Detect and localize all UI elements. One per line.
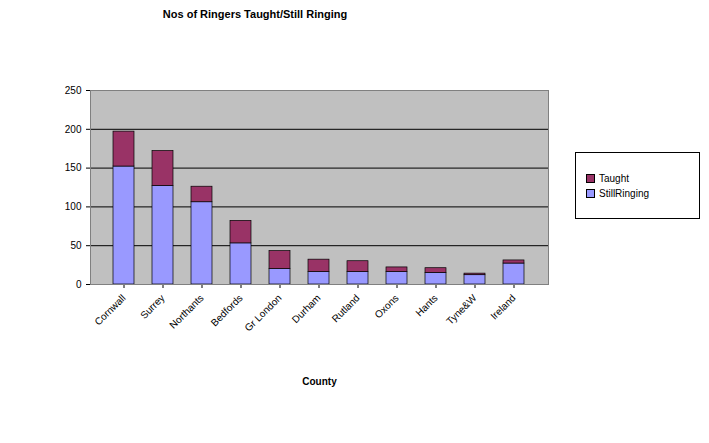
svg-text:County: County: [302, 376, 337, 387]
svg-text:Oxons: Oxons: [372, 292, 400, 320]
svg-text:Durham: Durham: [290, 292, 323, 325]
svg-text:150: 150: [65, 162, 82, 173]
svg-text:Surrey: Surrey: [138, 292, 167, 321]
svg-text:Hants: Hants: [413, 292, 439, 318]
svg-text:Bedfords: Bedfords: [209, 292, 245, 328]
svg-text:Tyne&W: Tyne&W: [444, 292, 479, 327]
svg-text:200: 200: [65, 124, 82, 135]
svg-text:Rutland: Rutland: [330, 292, 362, 324]
svg-text:50: 50: [70, 240, 82, 251]
html-text:Taught: Taught: [599, 172, 629, 184]
html-text:Nos of Ringers Taught/Still Ri: Nos of Ringers Taught/Still Ringing: [162, 8, 348, 20]
svg-text:Cornwall: Cornwall: [92, 292, 127, 327]
svg-text:Northants: Northants: [167, 292, 205, 330]
svg-text:Ireland: Ireland: [488, 292, 517, 321]
svg-text:Gr London: Gr London: [242, 292, 283, 333]
svg-text:100: 100: [65, 201, 82, 212]
svg-text:250: 250: [65, 85, 82, 96]
svg-text:0: 0: [76, 279, 82, 290]
html-text:StillRinging: StillRinging: [599, 187, 649, 199]
